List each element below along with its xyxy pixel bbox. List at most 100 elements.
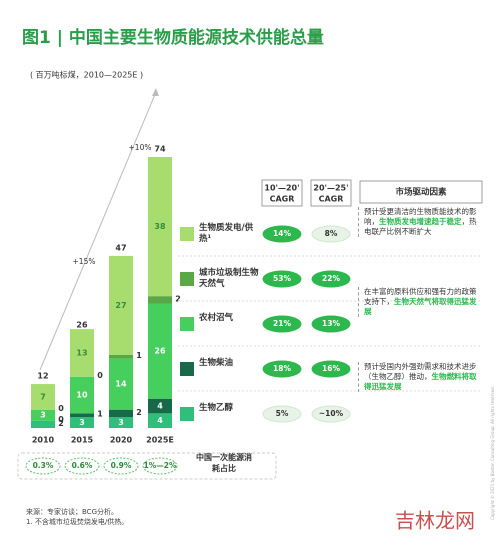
x-tick-label: 2010 [32, 436, 55, 445]
value-label: 2 [175, 294, 181, 303]
value-label: 27 [115, 301, 126, 310]
driver-text-part: 生物质发电增速趋于稳定 [379, 217, 462, 227]
cagr-value: ~10% [319, 409, 344, 418]
cagr-label: CAGR [319, 195, 344, 204]
value-label: 3 [118, 418, 124, 427]
cagr-value: 22% [322, 274, 340, 283]
cagr-pill [311, 315, 351, 333]
x-tick-label: 2015 [71, 436, 94, 445]
share-pill [25, 457, 61, 475]
share-label: 0.3% [33, 461, 54, 470]
share-label: 0.6% [72, 461, 93, 470]
legend-swatch [180, 317, 194, 331]
value-label: 0 [58, 415, 64, 424]
cagr-pill [262, 315, 302, 333]
bar-segment [148, 157, 172, 297]
footnote: 来源：专家访谈；BCG分析。 [26, 507, 118, 516]
cagr-pill [262, 225, 302, 243]
share-pill [103, 457, 139, 475]
value-label: 14 [115, 380, 127, 389]
total-label: 47 [115, 243, 126, 252]
bar-segment [70, 329, 94, 377]
driver-text-part: ，热电联产比例不断扩大 [364, 217, 477, 237]
growth-label: +15% [73, 257, 96, 266]
cagr-period: 10'—20' [264, 184, 299, 193]
bar-segment [31, 420, 55, 428]
cagr-header-box [310, 179, 352, 207]
total-label: 26 [76, 320, 88, 329]
share-title: 中国一次能源消耗占比 [196, 453, 252, 473]
cagr-value: 13% [322, 319, 340, 328]
cagr-pill [311, 405, 351, 423]
share-pill [142, 457, 178, 475]
cagr-value: 8% [325, 229, 338, 238]
watermark: 吉林龙网 [395, 509, 475, 533]
bar-segment [70, 376, 94, 414]
share-pill [64, 457, 100, 475]
x-tick-label: 2020 [110, 436, 133, 445]
value-label: 2 [136, 408, 142, 417]
cagr-pill [262, 405, 302, 423]
bar-segment [148, 303, 172, 399]
footnote: 1. 不含城市垃圾焚烧发电/供热。 [26, 517, 128, 526]
chart-title: 图1 | 中国主要生物质能源技术供能总量 [22, 27, 324, 48]
bar-segment [31, 384, 55, 410]
copyright: Copyright © 2021 by Boston Consulting Gr… [490, 386, 495, 520]
cagr-value: 53% [273, 274, 291, 283]
bar-segment [70, 413, 94, 418]
driver-text: 在丰富的原料供应和强有力的政策支持下，生物天然气将取得迅猛发展 [358, 287, 482, 318]
legend-swatch [180, 272, 194, 286]
cagr-period: 20'—25' [313, 184, 348, 193]
cagr-pill [311, 360, 351, 378]
driver-text-part: 在丰富的原料供应和强有力的政策支持下， [364, 287, 477, 307]
bar-segment [31, 409, 55, 421]
bar-segment [109, 358, 133, 410]
driver-text-part: 生物燃料将取得迅猛发展 [364, 372, 477, 392]
bar-segment [148, 398, 172, 414]
drivers-title: 市场驱动因素 [395, 187, 447, 198]
x-tick-label: 2025E [146, 436, 174, 445]
cagr-pill [311, 270, 351, 288]
value-label: 3 [79, 418, 85, 427]
share-frame [17, 452, 277, 480]
unit-label: ( 百万吨标煤，2010—2025E ) [30, 70, 143, 80]
driver-text-part: 预计受国内外强劲需求和技术进步（生物乙醇）推动， [364, 362, 477, 382]
cagr-value: 14% [273, 229, 291, 238]
value-label: 13 [76, 348, 87, 357]
bar-segment [109, 354, 133, 359]
arrow-head [152, 88, 159, 96]
cagr-value: 21% [273, 319, 291, 328]
driver-text-part: 生物天然气将取得迅猛发展 [364, 297, 477, 317]
legend-label: 城市垃圾制生物天然气 [199, 268, 259, 290]
legend-swatch [180, 227, 194, 241]
value-label: 10 [76, 391, 88, 400]
cagr-value: 16% [322, 364, 340, 373]
cagr-pill [311, 225, 351, 243]
cagr-value: 18% [273, 364, 291, 373]
value-label: 26 [154, 347, 166, 356]
share-label: 0.9% [111, 461, 132, 470]
legend-label: 生物质发电/供热¹ [199, 223, 254, 245]
legend-label: 生物乙醇 [199, 403, 234, 413]
value-label: 7 [40, 392, 46, 401]
bar-segment [70, 417, 94, 428]
cagr-label: CAGR [270, 195, 295, 204]
growth-arrow [39, 91, 157, 371]
bar-segment [148, 296, 172, 304]
value-label: 3 [40, 411, 46, 420]
bar-segment [109, 255, 133, 355]
value-label: 38 [154, 222, 166, 231]
value-label: 4 [157, 416, 163, 425]
legend-label: 生物柴油 [199, 358, 234, 368]
share-label: 1%—2% [144, 461, 177, 470]
total-label: 74 [154, 145, 166, 154]
legend-label: 农村沼气 [199, 313, 234, 323]
bar-segment [148, 413, 172, 428]
value-label: 4 [157, 402, 163, 411]
driver-text: 预计受国内外强劲需求和技术进步（生物乙醇）推动，生物燃料将取得迅猛发展 [358, 362, 482, 393]
total-label: 12 [37, 372, 48, 381]
drivers-header-box [359, 180, 483, 204]
